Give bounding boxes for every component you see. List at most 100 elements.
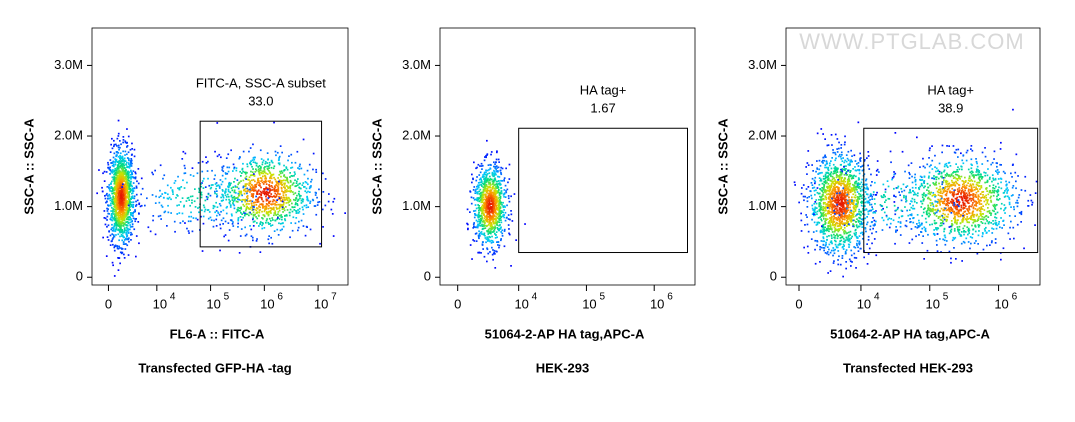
event-dot	[833, 226, 836, 229]
event-dot	[838, 141, 840, 144]
event-dot	[495, 215, 497, 218]
event-dot	[198, 189, 201, 191]
event-dot	[825, 176, 827, 178]
event-dot	[120, 221, 122, 224]
event-dot	[843, 245, 845, 247]
event-dot	[275, 190, 278, 193]
event-dot	[826, 227, 828, 230]
event-dot	[270, 160, 273, 163]
event-dot	[122, 204, 124, 206]
event-dot	[264, 181, 266, 184]
event-dot	[807, 150, 810, 152]
event-dot	[282, 203, 285, 206]
event-dot	[485, 209, 487, 211]
event-dot	[278, 207, 280, 210]
event-dot	[850, 237, 852, 240]
event-dot	[476, 176, 478, 178]
event-dot	[127, 135, 130, 138]
event-dot	[224, 220, 227, 223]
event-dot	[106, 219, 108, 221]
event-dot	[252, 143, 254, 146]
event-dot	[106, 215, 109, 218]
event-dot	[255, 169, 258, 172]
event-dot	[855, 257, 858, 259]
event-dot	[816, 240, 818, 242]
event-dot	[812, 170, 814, 172]
x-tick-label: 10	[582, 296, 596, 311]
event-dot	[192, 217, 195, 219]
event-dot	[271, 217, 274, 219]
event-dot	[231, 199, 234, 201]
event-dot	[235, 211, 238, 214]
event-dot	[131, 176, 133, 178]
event-dot	[124, 213, 127, 215]
event-dot	[859, 195, 862, 198]
event-dot	[856, 240, 859, 242]
event-dot	[495, 197, 497, 200]
event-dot	[229, 191, 232, 194]
event-dot	[259, 190, 262, 193]
event-dot	[815, 224, 818, 226]
event-dot	[128, 186, 130, 189]
plot-frame	[91, 27, 349, 286]
event-dot	[116, 181, 119, 184]
event-dot	[170, 186, 172, 189]
event-dot	[268, 185, 271, 188]
x-tick-label: 10	[260, 296, 274, 311]
event-dot	[824, 202, 826, 204]
event-dot	[245, 178, 247, 180]
event-dot	[818, 198, 820, 201]
event-dot	[839, 221, 842, 224]
event-dot	[119, 140, 121, 142]
event-dot	[115, 201, 118, 204]
event-dot	[856, 202, 858, 205]
event-dot	[510, 265, 512, 267]
event-dot	[274, 213, 277, 215]
event-dot	[264, 162, 267, 165]
event-dot	[116, 151, 119, 154]
event-dot	[305, 206, 308, 209]
x-tick-label: 10	[514, 296, 528, 311]
event-dot	[836, 169, 838, 172]
event-dot	[110, 216, 113, 219]
event-dot	[858, 198, 861, 200]
event-dot	[271, 161, 274, 164]
event-dot	[117, 164, 120, 166]
event-dot	[474, 226, 476, 228]
event-dot	[244, 177, 247, 179]
event-dot	[824, 196, 827, 199]
event-dot	[849, 219, 852, 222]
event-dot	[292, 191, 294, 193]
event-dot	[115, 194, 118, 197]
event-dot	[491, 246, 493, 249]
event-dot	[824, 154, 826, 157]
event-dot	[501, 229, 504, 232]
event-dot	[854, 191, 856, 194]
event-dot	[488, 232, 491, 234]
event-dot	[201, 182, 203, 184]
event-dot	[843, 173, 846, 176]
event-dot	[117, 135, 120, 137]
event-dot	[244, 185, 247, 187]
event-dot	[839, 196, 842, 199]
event-dot	[261, 198, 263, 201]
event-dot	[279, 197, 282, 200]
event-dot	[130, 184, 132, 187]
event-dot	[242, 185, 245, 188]
event-dot	[492, 249, 494, 251]
event-dot	[842, 192, 845, 195]
event-dot	[281, 179, 284, 182]
event-dot	[115, 160, 118, 163]
event-dot	[107, 163, 110, 166]
population	[466, 139, 526, 269]
event-dot	[123, 230, 125, 233]
event-dot	[507, 197, 510, 200]
event-dot	[826, 212, 829, 215]
event-dot	[121, 155, 124, 158]
event-dot	[207, 160, 209, 163]
event-dot	[492, 218, 495, 221]
event-dot	[857, 182, 860, 184]
event-dot	[844, 189, 847, 192]
event-dot	[482, 209, 485, 211]
event-dot	[285, 194, 287, 196]
